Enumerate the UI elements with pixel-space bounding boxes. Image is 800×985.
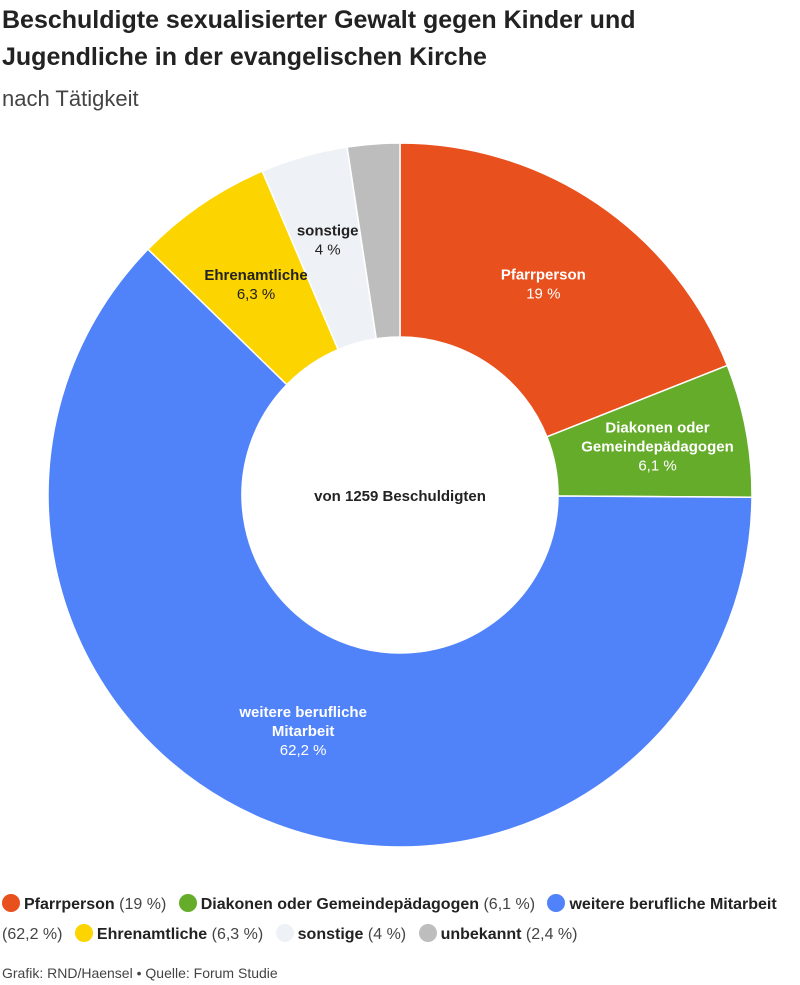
legend-swatch: [178, 894, 197, 912]
slice-label-diakonen-oder-gemeindepadagogen: Diakonen oder Gemeindepädagogen 6,1 %: [581, 420, 734, 475]
legend-name: weitere berufliche Mitarbeit: [569, 896, 777, 913]
legend-swatch: [2, 894, 20, 912]
slice-name-text: Ehrenamtliche: [204, 267, 307, 284]
legend-item-pfarrperson: Pfarrperson (19 %): [2, 894, 167, 913]
footer: Grafik: RND/Haensel • Quelle: Forum Stud…: [2, 965, 278, 981]
legend-name: unbekannt: [440, 926, 522, 943]
slice-name-text: Pfarrperson: [501, 267, 586, 284]
legend-name: Ehrenamtliche: [96, 926, 208, 943]
slice-label-weitere-berufliche-mitarbeit: weitere berufliche Mitarbeit 62,2 %: [238, 704, 367, 759]
legend-item-diakonen-oder-gemeindepadagogen: Diakonen oder Gemeindepädagogen (6,1 %): [178, 894, 536, 913]
legend-value: (4 %): [363, 926, 407, 943]
slice-name-text: Gemeindepädagogen: [581, 439, 734, 456]
legend-name: sonstige: [297, 926, 364, 943]
slice-name-text: Diakonen oder: [605, 420, 709, 437]
legend-item-weitere-berufliche-mitarbeit: weitere berufliche Mitarbeit (62,2 %): [2, 894, 777, 943]
slice-value-text: 19 %: [526, 286, 560, 303]
slice-weitere-berufliche-mitarbeit: [47, 248, 753, 848]
slice-value-text: 6,1 %: [638, 458, 676, 475]
slice-pfarrperson: [399, 142, 729, 438]
slice-name-text: Mitarbeit: [272, 723, 335, 740]
slice-label-sonstige: sonstige 4 %: [297, 223, 359, 259]
legend-swatch: [74, 924, 93, 942]
center-label: von 1259 Beschuldigten: [314, 488, 486, 505]
legend-value: (6,3 %): [207, 926, 264, 943]
chart-subtitle: nach Tätigkeit: [2, 86, 139, 111]
footer-source: Quelle: Forum Studie: [145, 965, 278, 981]
legend-item-sonstige: sonstige (4 %): [275, 924, 407, 943]
slice-label-ehrenamtliche: Ehrenamtliche 6,3 %: [204, 267, 307, 303]
legend-value: (2,4 %): [521, 926, 578, 943]
slice-value-text: 6,3 %: [237, 286, 275, 303]
chart-legend: Pfarrperson (19 %) Diakonen oder Gemeind…: [2, 890, 798, 950]
legend-value: (19 %): [114, 896, 167, 913]
legend-swatch: [275, 924, 294, 942]
chart-title: Beschuldigte sexualisierter Gewalt gegen…: [2, 6, 636, 71]
legend-swatch: [418, 924, 437, 942]
footer-credit: Grafik: RND/Haensel: [2, 965, 133, 981]
legend-item-unbekannt: unbekannt (2,4 %): [418, 924, 578, 943]
slice-label-pfarrperson: Pfarrperson 19 %: [501, 267, 586, 303]
slice-value-text: 4 %: [315, 242, 341, 259]
legend-item-ehrenamtliche: Ehrenamtliche (6,3 %): [74, 924, 264, 943]
slice-unbekannt: [346, 142, 401, 340]
slice-name-text: sonstige: [297, 223, 359, 240]
legend-swatch: [547, 894, 566, 912]
slice-value-text: 62,2 %: [280, 742, 327, 759]
legend-value: (62,2 %): [2, 926, 63, 943]
legend-name: Diakonen oder Gemeindepädagogen: [200, 896, 480, 913]
legend-value: (6,1 %): [479, 896, 536, 913]
donut-chart: Pfarrperson 19 % Diakonen oder Gemeindepäda…: [47, 142, 753, 848]
footer-separator: •: [136, 965, 142, 981]
slice-name-text: weitere berufliche: [238, 704, 367, 721]
legend-name: Pfarrperson: [24, 896, 115, 913]
